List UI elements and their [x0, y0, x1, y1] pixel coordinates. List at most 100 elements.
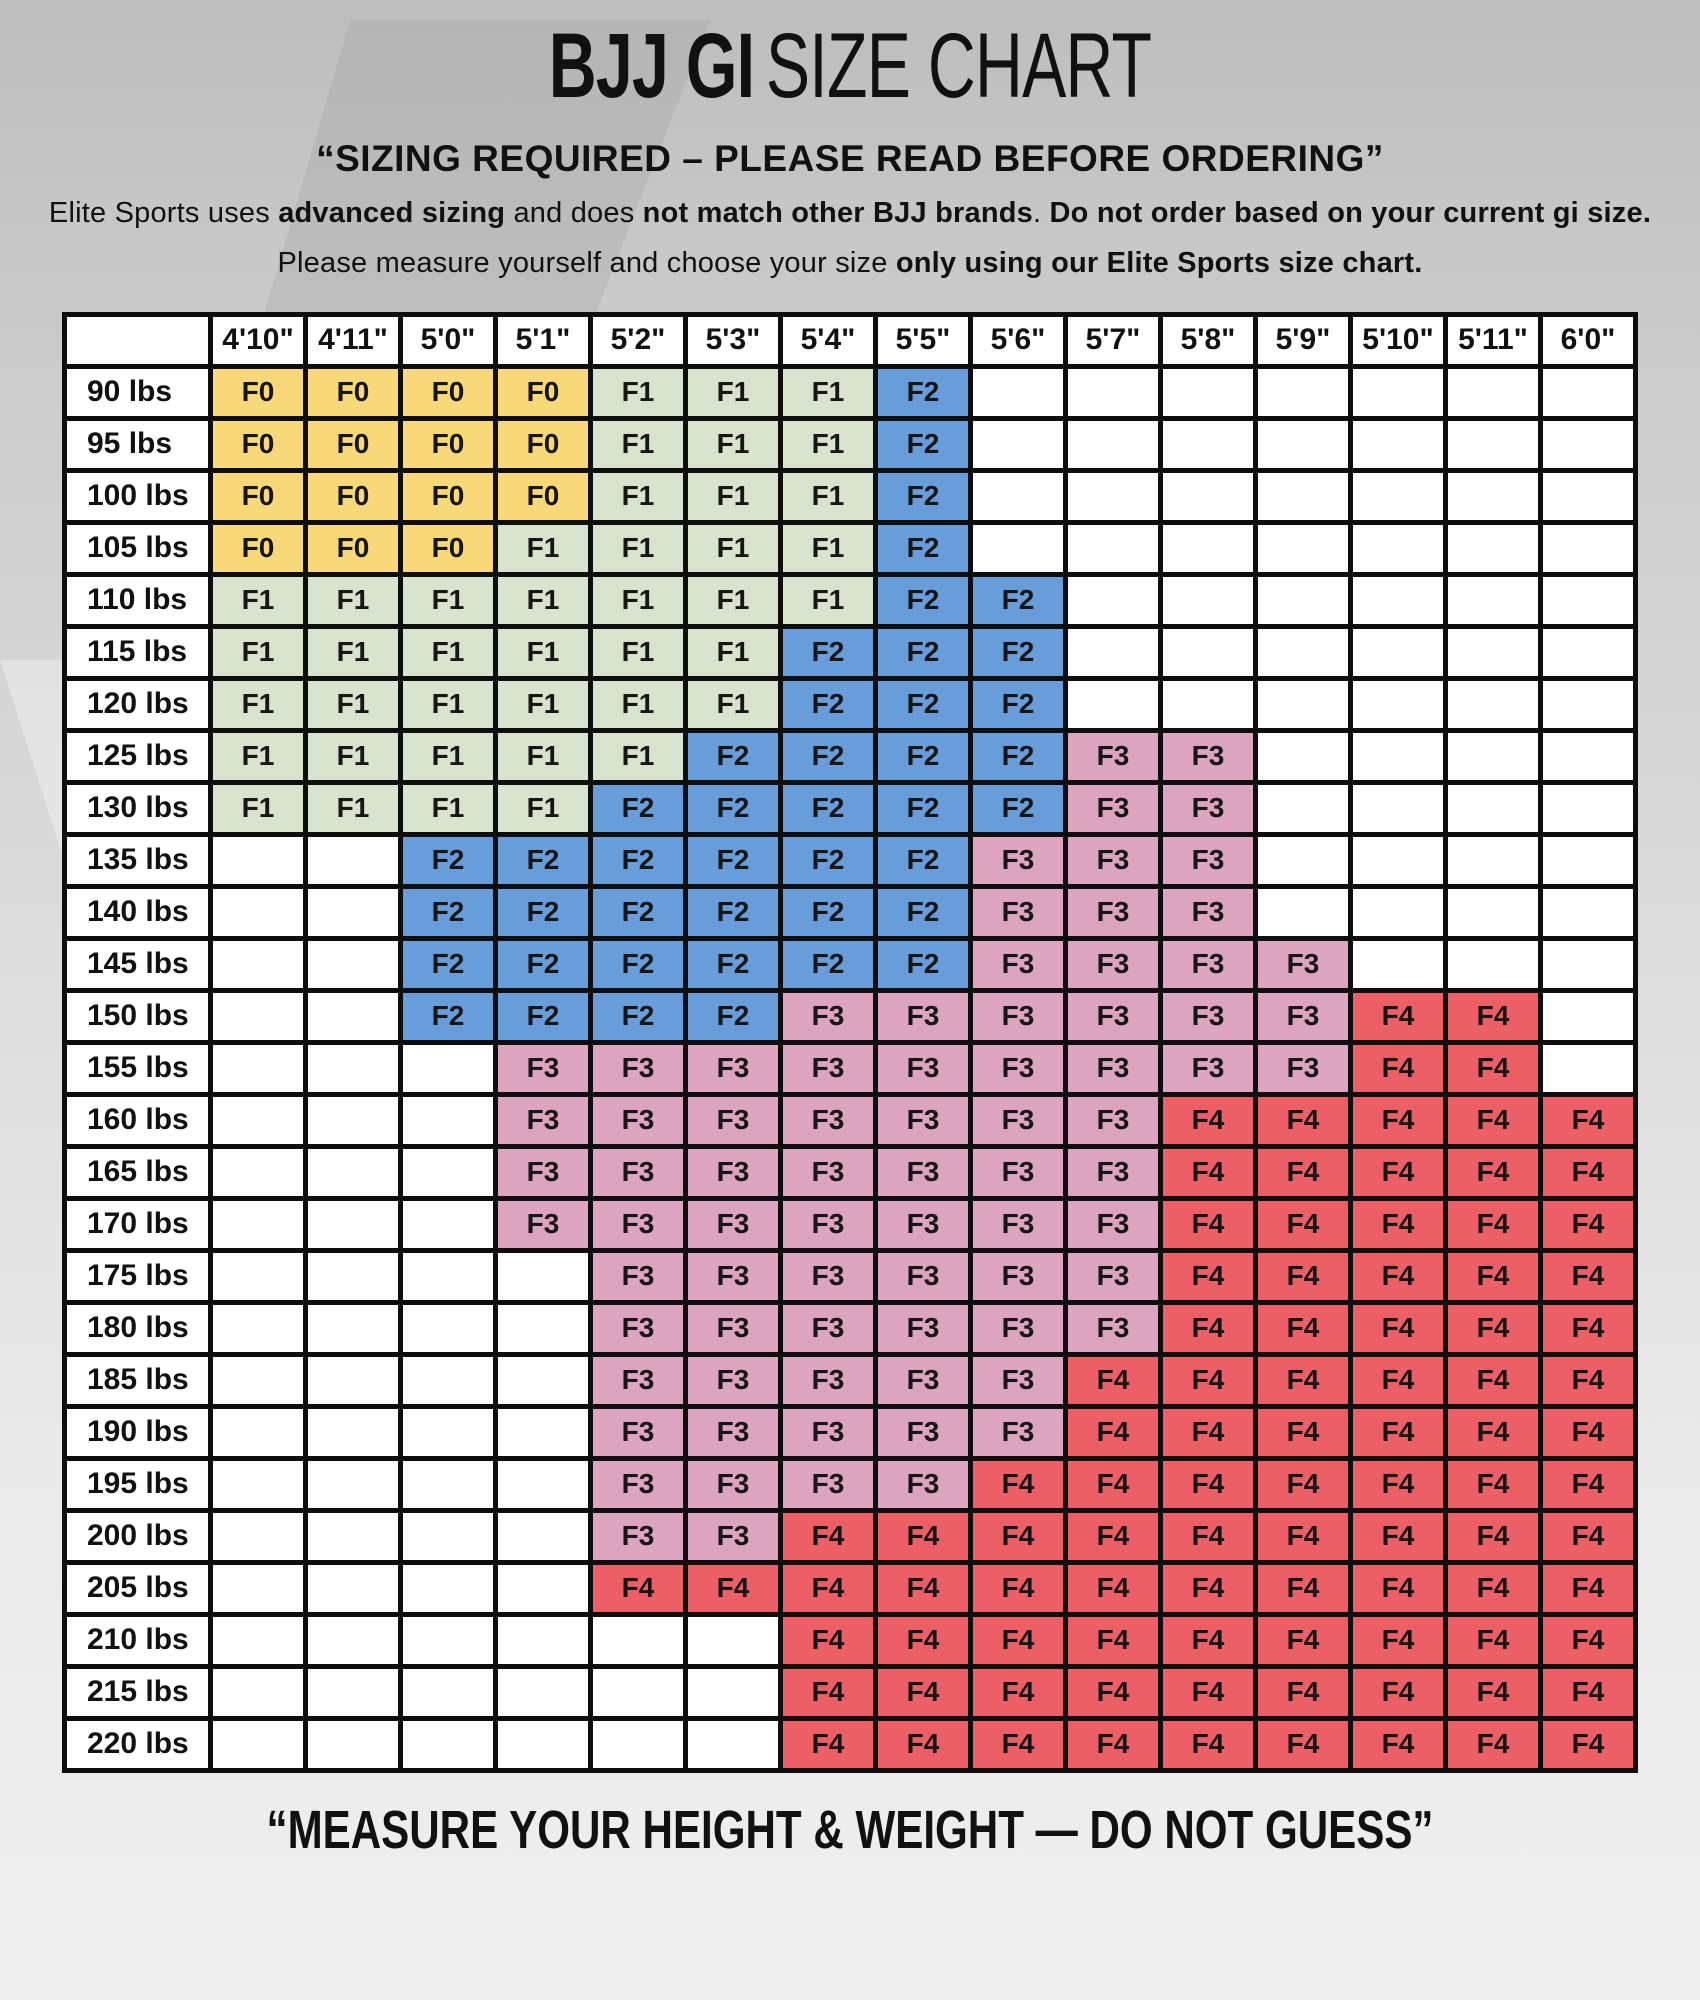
size-cell-empty: [303, 1039, 403, 1097]
size-cell-f1: F1: [588, 467, 688, 525]
size-cell-empty: [208, 1663, 308, 1721]
size-cell-empty: [1158, 519, 1258, 577]
size-cell-f3: F3: [588, 1247, 688, 1305]
size-cell-f0: F0: [208, 467, 308, 525]
size-cell-f3: F3: [778, 1247, 878, 1305]
size-cell-f4: F4: [1538, 1507, 1638, 1565]
size-cell-empty: [1253, 363, 1353, 421]
size-cell-f3: F3: [588, 1351, 688, 1409]
size-cell-empty: [303, 1611, 403, 1669]
size-cell-empty: [208, 1507, 308, 1565]
height-header: 5'9": [1253, 311, 1353, 369]
size-cell-empty: [303, 1715, 403, 1773]
size-cell-f3: F3: [1063, 727, 1163, 785]
size-cell-f3: F3: [1158, 831, 1258, 889]
size-cell-empty: [398, 1195, 498, 1253]
corner-cell: [62, 311, 213, 369]
table-row: 170 lbs F3 F3 F3 F3 F3 F3 F3 F4 F4 F4 F4 F4: [62, 1195, 1638, 1253]
size-cell-empty: [493, 1611, 593, 1669]
size-cell-f3: F3: [1063, 831, 1163, 889]
size-cell-f4: F4: [1348, 1611, 1448, 1669]
size-cell-f1: F1: [398, 571, 498, 629]
size-cell-f4: F4: [1443, 1195, 1543, 1253]
size-cell-f2: F2: [968, 727, 1068, 785]
size-cell-f2: F2: [683, 831, 783, 889]
size-cell-empty: [493, 1299, 593, 1357]
size-cell-f3: F3: [873, 1299, 973, 1357]
size-cell-f1: F1: [588, 363, 688, 421]
size-cell-empty: [493, 1663, 593, 1721]
size-cell-f3: F3: [1158, 1039, 1258, 1097]
size-cell-f3: F3: [1253, 987, 1353, 1045]
size-cell-f2: F2: [398, 935, 498, 993]
size-cell-empty: [303, 831, 403, 889]
size-table: 4'10" 4'11" 5'0" 5'1" 5'2" 5'3" 5'4" 5'5" 5'6" 5'…: [62, 311, 1638, 1773]
size-cell-f4: F4: [1063, 1351, 1163, 1409]
intro-text-segment: Elite Sports uses: [48, 196, 279, 229]
table-row: 100 lbs F0 F0 F0 F0 F1 F1 F1 F2: [62, 467, 1638, 525]
size-cell-f4: F4: [1348, 1455, 1448, 1513]
table-row: 190 lbs F3 F3 F3 F3 F3 F4 F4 F4 F4 F4 F4: [62, 1403, 1638, 1461]
size-cell-f3: F3: [1063, 1299, 1163, 1357]
size-cell-f1: F1: [778, 415, 878, 473]
size-cell-f4: F4: [1443, 1455, 1543, 1513]
size-cell-f2: F2: [493, 831, 593, 889]
size-cell-f4: F4: [1253, 1455, 1353, 1513]
size-cell-f0: F0: [208, 519, 308, 577]
table-row: 90 lbs F0 F0 F0 F0 F1 F1 F1 F2: [62, 363, 1638, 421]
size-cell-f4: F4: [1253, 1299, 1353, 1357]
size-cell-f3: F3: [588, 1507, 688, 1565]
size-cell-empty: [1538, 1039, 1638, 1097]
size-cell-empty: [683, 1611, 783, 1669]
size-cell-f3: F3: [683, 1403, 783, 1461]
size-cell-f1: F1: [493, 727, 593, 785]
size-cell-f2: F2: [873, 363, 973, 421]
size-cell-empty: [968, 415, 1068, 473]
size-cell-f3: F3: [588, 1091, 688, 1149]
size-cell-empty: [1443, 519, 1543, 577]
size-cell-f3: F3: [683, 1247, 783, 1305]
size-cell-f3: F3: [683, 1091, 783, 1149]
table-row: 210 lbs F4 F4 F4 F4 F4 F4 F4 F4 F4: [62, 1611, 1638, 1669]
size-cell-f2: F2: [778, 831, 878, 889]
size-cell-f4: F4: [1063, 1611, 1163, 1669]
size-cell-f3: F3: [1253, 1039, 1353, 1097]
size-cell-empty: [1538, 363, 1638, 421]
size-cell-f4: F4: [1253, 1715, 1353, 1773]
weight-label: 140 lbs: [62, 883, 213, 941]
size-cell-empty: [398, 1611, 498, 1669]
size-cell-f2: F2: [873, 727, 973, 785]
size-cell-f4: F4: [1253, 1611, 1353, 1669]
size-cell-empty: [208, 1403, 308, 1461]
table-row: 105 lbs F0 F0 F0 F1 F1 F1 F1 F2: [62, 519, 1638, 577]
size-cell-empty: [1348, 363, 1448, 421]
size-cell-f4: F4: [873, 1663, 973, 1721]
size-cell-empty: [1063, 519, 1163, 577]
size-cell-f0: F0: [398, 415, 498, 473]
intro-line-2: Please measure yourself and choose your …: [0, 247, 1700, 280]
weight-label: 95 lbs: [62, 415, 213, 473]
size-cell-f3: F3: [778, 1351, 878, 1409]
size-cell-f1: F1: [588, 415, 688, 473]
size-cell-f4: F4: [1063, 1663, 1163, 1721]
size-cell-empty: [208, 987, 308, 1045]
size-cell-f2: F2: [398, 883, 498, 941]
intro-text-segment: Do not order based on your current gi si…: [1049, 196, 1652, 229]
height-header: 5'6": [968, 311, 1068, 369]
size-cell-empty: [1063, 675, 1163, 733]
size-cell-f3: F3: [1063, 1247, 1163, 1305]
size-cell-empty: [1348, 675, 1448, 733]
size-cell-f4: F4: [1538, 1403, 1638, 1461]
size-cell-empty: [208, 1143, 308, 1201]
size-cell-f2: F2: [968, 571, 1068, 629]
size-cell-f3: F3: [1063, 1091, 1163, 1149]
size-cell-f1: F1: [303, 727, 403, 785]
size-cell-empty: [398, 1715, 498, 1773]
size-cell-f3: F3: [968, 1247, 1068, 1305]
size-cell-f2: F2: [778, 935, 878, 993]
size-cell-f4: F4: [1158, 1351, 1258, 1409]
size-cell-f2: F2: [873, 831, 973, 889]
size-cell-empty: [208, 1559, 308, 1617]
size-cell-f4: F4: [1443, 1299, 1543, 1357]
table-row: 155 lbs F3 F3 F3 F3 F3 F3 F3 F3 F3 F4 F4: [62, 1039, 1638, 1097]
